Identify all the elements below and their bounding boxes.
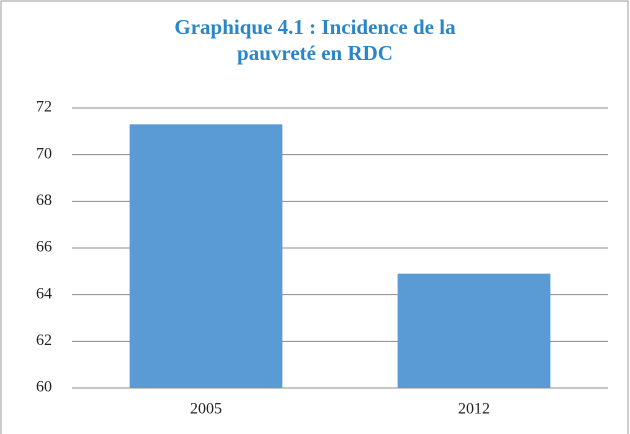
y-tick-label: 64 <box>36 285 52 302</box>
y-tick-label: 66 <box>36 239 52 256</box>
x-tick-label: 2005 <box>190 401 222 418</box>
chart-title: Graphique 4.1 : Incidence de la pauvreté… <box>174 15 456 65</box>
y-tick-label: 70 <box>36 145 52 162</box>
y-tick-label: 72 <box>36 99 52 116</box>
y-tick-label: 62 <box>36 332 52 349</box>
x-tick-label: 2012 <box>458 401 490 418</box>
bar <box>129 124 283 388</box>
bar <box>397 273 551 388</box>
y-tick-label: 60 <box>36 379 52 396</box>
y-tick-label: 68 <box>36 192 52 209</box>
